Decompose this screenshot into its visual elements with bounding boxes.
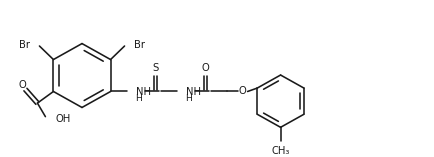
Text: H: H — [186, 94, 192, 103]
Text: Br: Br — [20, 40, 30, 50]
Text: OH: OH — [56, 114, 71, 124]
Text: S: S — [152, 63, 159, 73]
Text: NH: NH — [186, 87, 201, 97]
Text: CH₃: CH₃ — [271, 146, 290, 156]
Text: O: O — [19, 80, 26, 90]
Text: H: H — [135, 94, 142, 103]
Text: O: O — [202, 63, 210, 73]
Text: Br: Br — [134, 40, 145, 50]
Text: O: O — [239, 87, 247, 97]
Text: NH: NH — [135, 87, 151, 97]
